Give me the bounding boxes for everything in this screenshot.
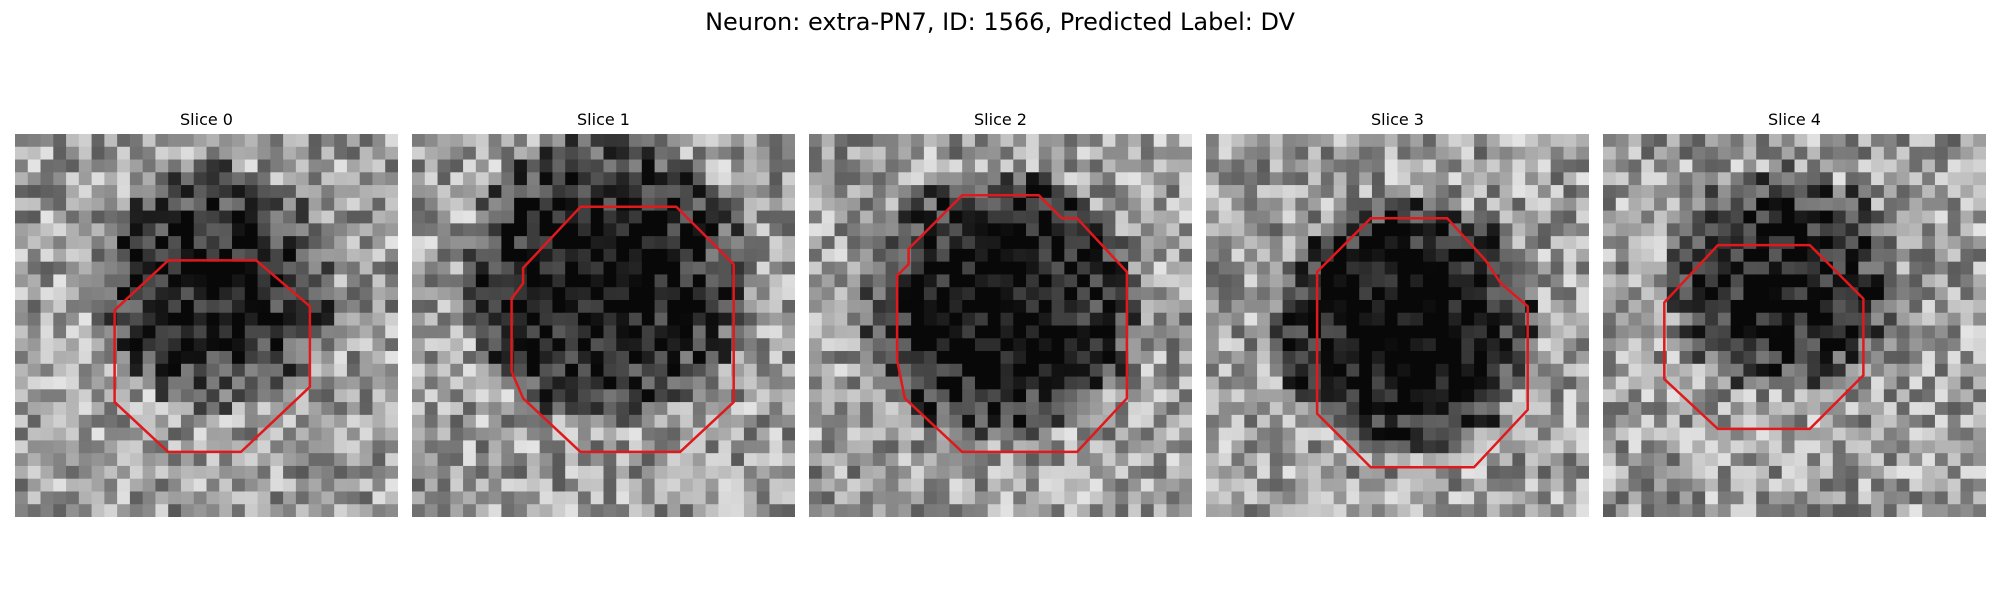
slice-image — [15, 134, 398, 517]
slice-image — [809, 134, 1192, 517]
roi-outline — [1663, 243, 1865, 431]
slice-panel: Slice 1 — [412, 110, 795, 517]
slice-image — [412, 134, 795, 517]
slice-title: Slice 1 — [577, 110, 630, 129]
roi-outline — [113, 259, 312, 454]
slice-panel: Slice 0 — [15, 110, 398, 517]
slice-panel: Slice 2 — [809, 110, 1192, 517]
roi-outline — [1315, 217, 1529, 469]
grayscale-texture — [809, 134, 1192, 517]
grayscale-texture — [1206, 134, 1589, 517]
slice-image — [1603, 134, 1986, 517]
slice-title: Slice 0 — [180, 110, 233, 129]
slice-panel: Slice 4 — [1603, 110, 1986, 517]
slice-title: Slice 2 — [974, 110, 1027, 129]
grayscale-texture — [412, 134, 795, 517]
slice-title: Slice 4 — [1768, 110, 1821, 129]
slice-image — [1206, 134, 1589, 517]
grayscale-texture — [15, 134, 398, 517]
figure-title: Neuron: extra-PN7, ID: 1566, Predicted L… — [705, 8, 1295, 36]
roi-outline — [895, 194, 1129, 454]
roi-outline — [510, 205, 735, 454]
grayscale-texture — [1603, 134, 1986, 517]
slice-title: Slice 3 — [1371, 110, 1424, 129]
slice-panel: Slice 3 — [1206, 110, 1589, 517]
